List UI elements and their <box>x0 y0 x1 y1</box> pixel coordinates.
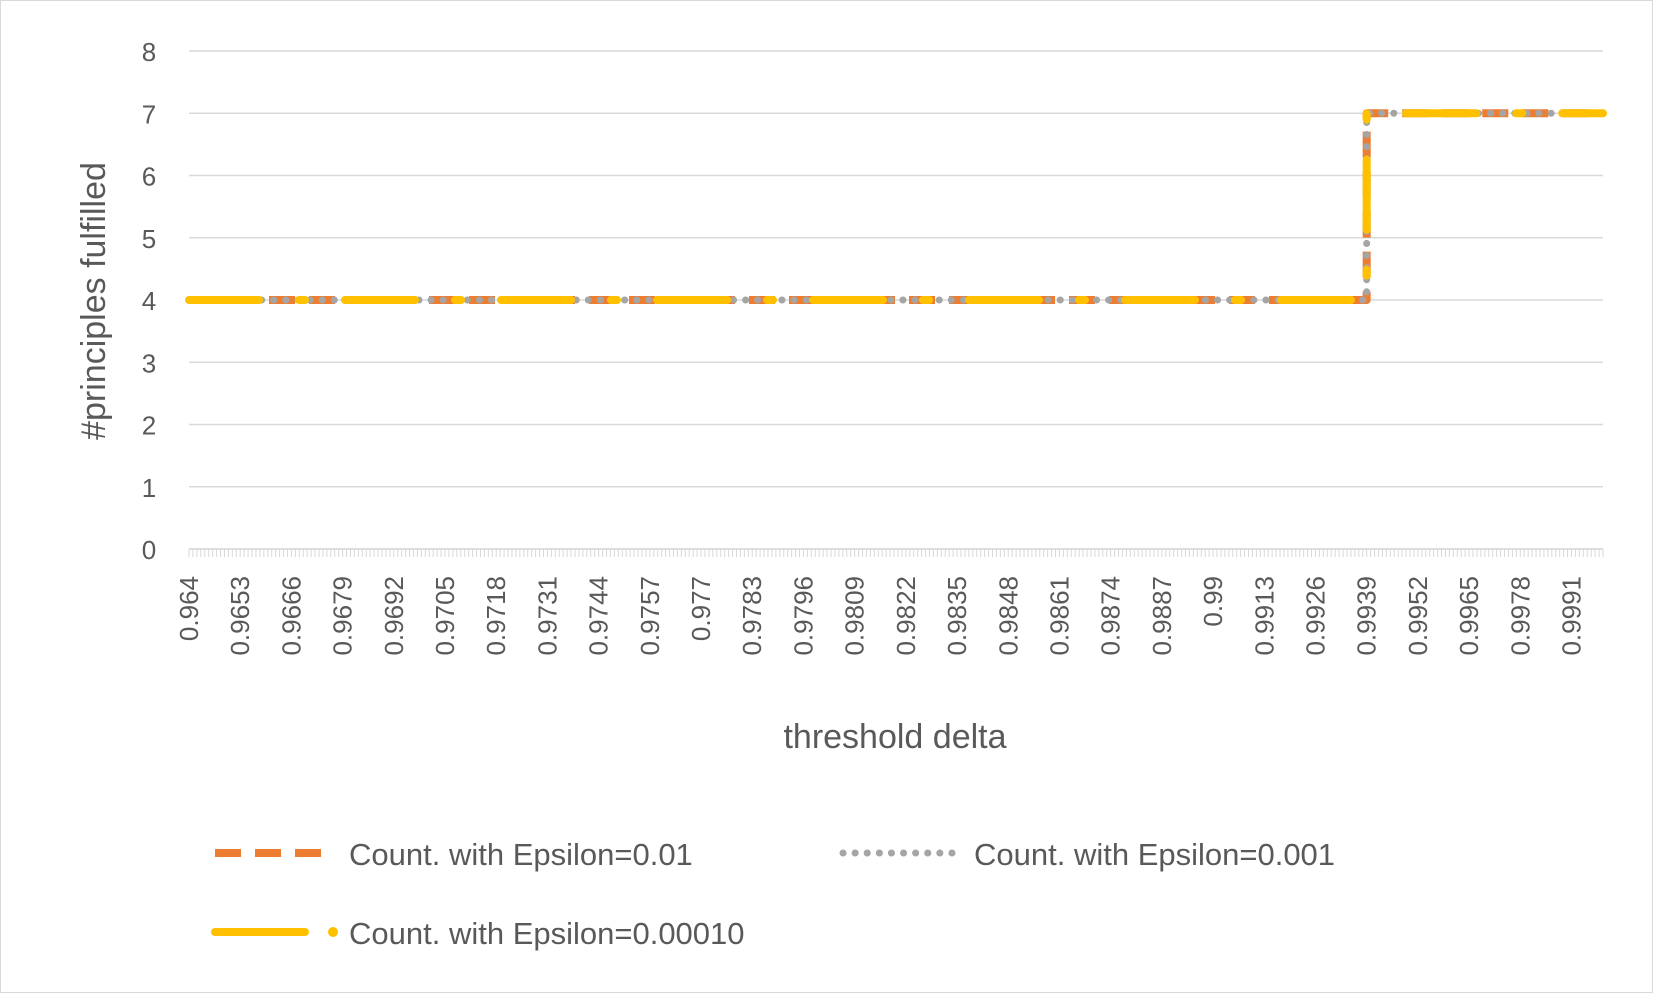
series-line <box>185 109 1607 304</box>
y-tick-label: 7 <box>142 99 156 129</box>
y-tick-label: 6 <box>142 162 156 192</box>
legend-item: Count. with Epsilon=0.001 <box>839 837 1335 872</box>
x-tick-label: 0.9887 <box>1147 576 1177 656</box>
legend-label: Count. with Epsilon=0.01 <box>349 837 693 872</box>
gridlines <box>189 50 1603 550</box>
x-tick-label: 0.9744 <box>584 576 614 656</box>
plot-series <box>185 109 1607 304</box>
legend-item: Count. with Epsilon=0.00010 <box>211 916 745 951</box>
legend-label: Count. with Epsilon=0.00010 <box>349 916 745 951</box>
x-tick-label: 0.977 <box>686 576 716 641</box>
legend-item: Count. with Epsilon=0.01 <box>215 837 693 872</box>
x-tick-label: 0.9926 <box>1300 576 1330 656</box>
x-tick-label: 0.964 <box>174 576 204 641</box>
series-line <box>185 109 1607 304</box>
y-tick-label: 3 <box>142 348 156 378</box>
y-tick-label: 0 <box>142 535 156 565</box>
y-tick-label: 1 <box>142 473 156 503</box>
x-tick-label: 0.9835 <box>942 576 972 656</box>
legend: Count. with Epsilon=0.01 Count. with Epsi… <box>211 837 1335 951</box>
x-tick-label: 0.9913 <box>1249 576 1279 656</box>
legend-label: Count. with Epsilon=0.001 <box>974 837 1335 872</box>
x-tick-label: 0.99 <box>1198 576 1228 627</box>
legend-swatch-dot <box>328 927 338 937</box>
x-tick-label: 0.9991 <box>1556 576 1586 656</box>
series-line <box>189 109 1603 304</box>
x-tick-label: 0.9848 <box>993 576 1023 656</box>
x-tick-label: 0.9718 <box>481 576 511 656</box>
x-tick-label: 0.9861 <box>1044 576 1074 656</box>
x-tick-label: 0.9705 <box>430 576 460 656</box>
x-tick-label: 0.9978 <box>1505 576 1535 656</box>
x-tick-label: 0.9822 <box>891 576 921 656</box>
x-tick-label: 0.9679 <box>328 576 358 656</box>
x-tick-label: 0.9874 <box>1096 576 1126 656</box>
x-tick-label: 0.9692 <box>379 576 409 656</box>
y-tick-label: 8 <box>142 37 156 67</box>
x-tick-label: 0.9952 <box>1403 576 1433 656</box>
y-tick-label: 4 <box>142 286 156 316</box>
x-tick-label: 0.9731 <box>532 576 562 656</box>
x-axis-minor-ticks <box>188 549 1604 557</box>
x-tick-label: 0.9809 <box>840 576 870 656</box>
x-tick-label: 0.9653 <box>225 576 255 656</box>
x-tick-label: 0.9965 <box>1454 576 1484 656</box>
x-axis-title: threshold delta <box>783 718 1006 756</box>
x-tick-label: 0.9757 <box>635 576 665 656</box>
y-axis-title: #principles fulfilled <box>75 162 113 440</box>
x-axis: 0.964 0.9653 0.9666 0.9679 0.9692 0.9705 0.971… <box>174 548 1604 656</box>
x-tick-label: 0.9939 <box>1352 576 1382 656</box>
y-axis: 0 1 2 3 4 5 6 7 8 <box>142 37 156 565</box>
x-tick-label: 0.9783 <box>737 576 767 656</box>
y-tick-label: 5 <box>142 224 156 254</box>
x-tick-label: 0.9796 <box>788 576 818 656</box>
y-tick-label: 2 <box>142 411 156 441</box>
x-tick-label: 0.9666 <box>276 576 306 656</box>
